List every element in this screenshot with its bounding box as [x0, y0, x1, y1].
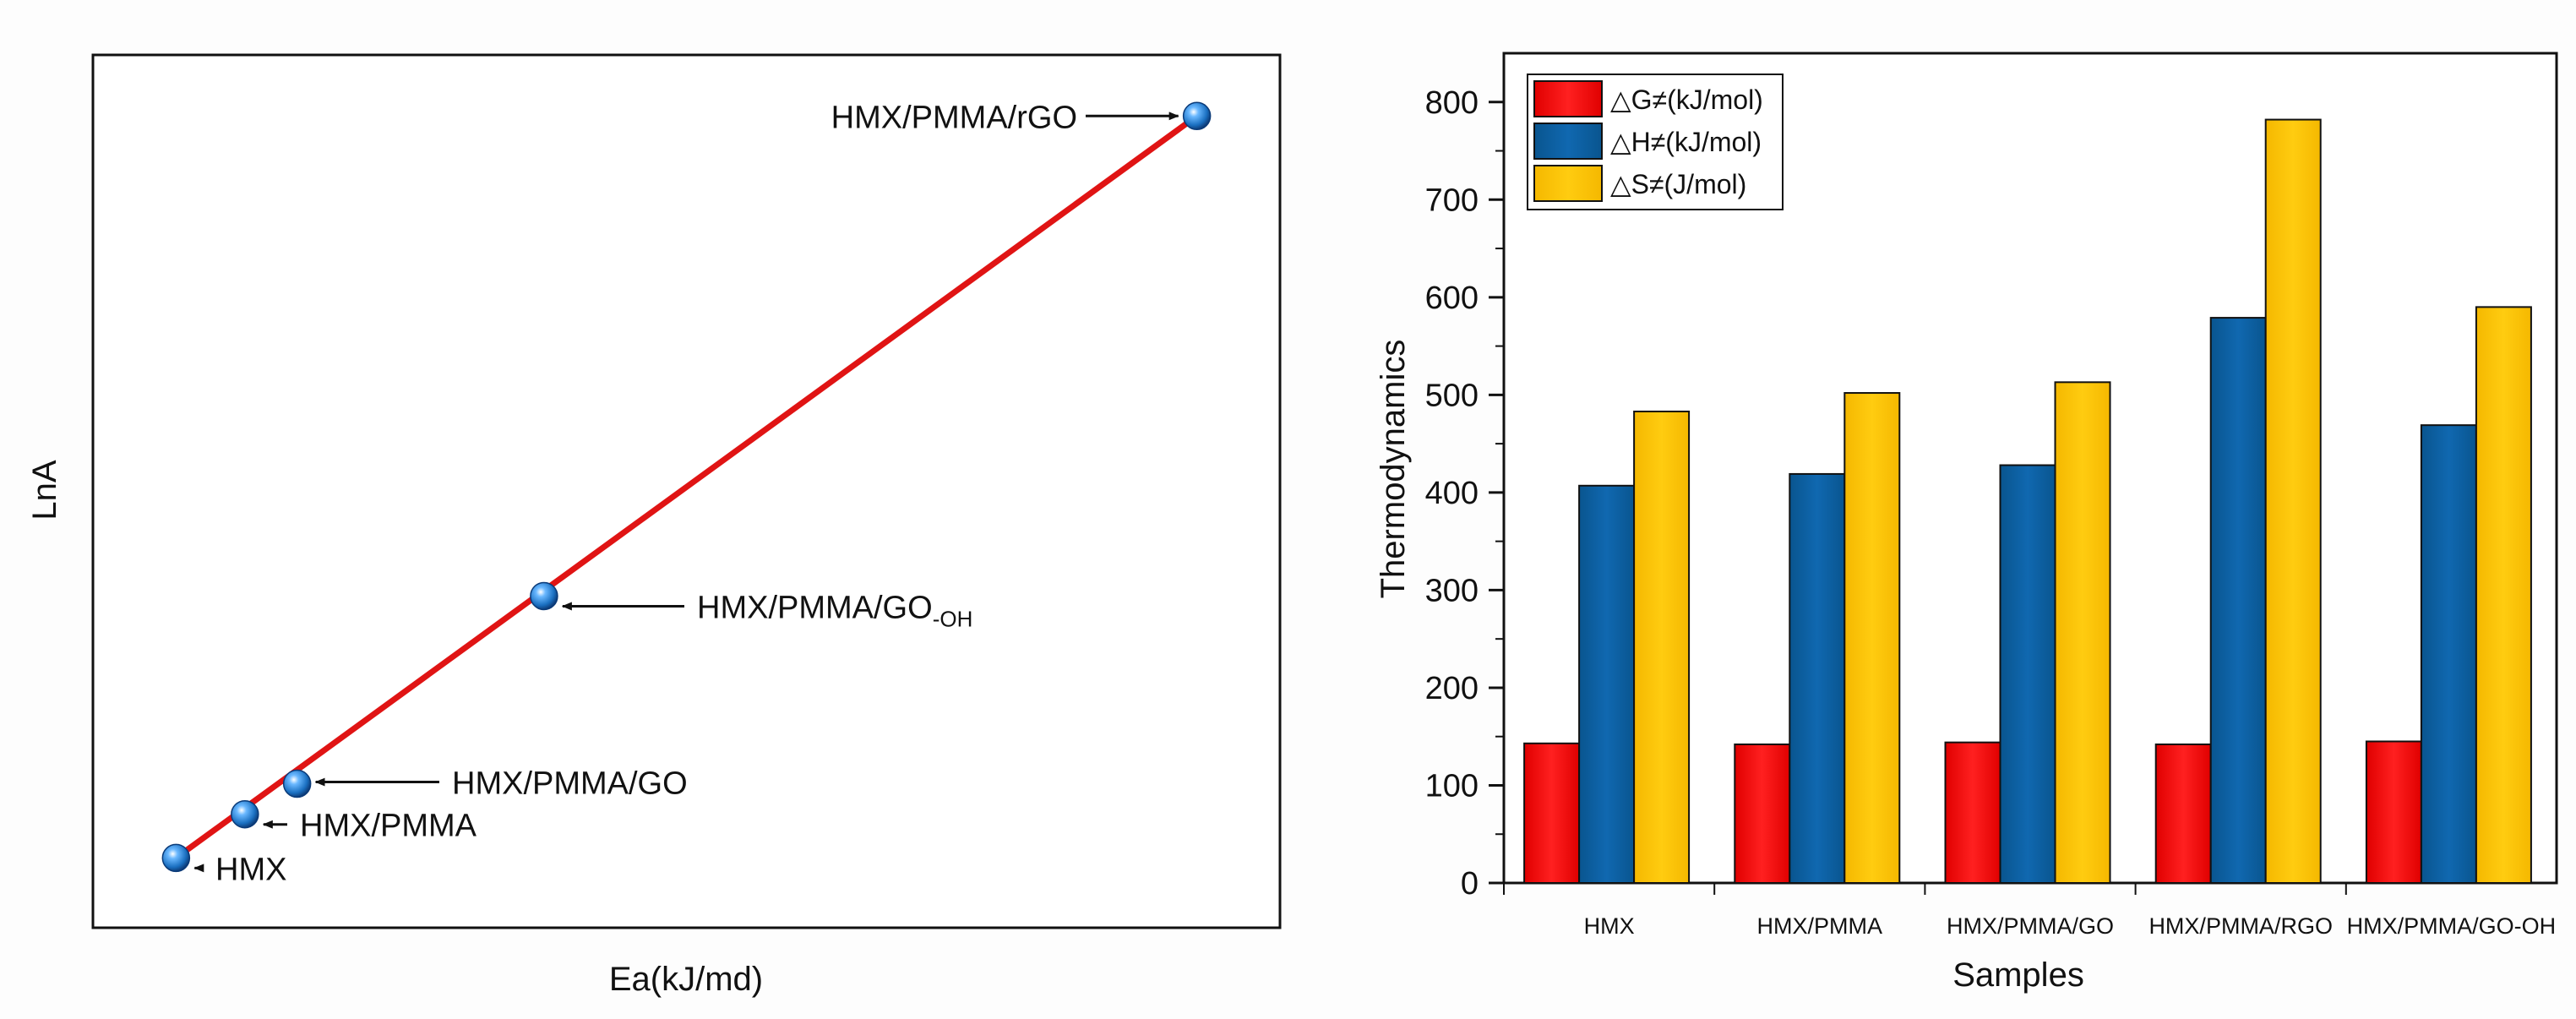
scatter-y-axis-label: LnA [26, 460, 63, 520]
point-label-hmx: HMX [215, 852, 286, 887]
y-tick-label: 100 [1425, 768, 1479, 804]
y-tick-label: 700 [1425, 183, 1479, 218]
bar-axes: 0 100 200 300 400 500 600 700 800 HMX HMX/PMMA HMX/… [1425, 85, 2557, 939]
point-label-hmx-pmma: HMX/PMMA [300, 809, 477, 844]
bar-hmx-s [1633, 410, 1691, 885]
scatter-x-axis-label: Ea(kJ/md) [609, 961, 763, 998]
bar-hmx-pmma-g [1734, 743, 1791, 884]
bar-hmx-pmma-rgo-s [2264, 118, 2322, 884]
bar-legend: △G≠(kJ/mol) △H≠(kJ/mol) △S≠(J/mol) [1527, 74, 1784, 210]
legend-label-g: △G≠(kJ/mol) [1610, 84, 1763, 115]
y-tick-label: 800 [1425, 85, 1479, 121]
bar-hmx-pmma-rgo-h [2209, 317, 2267, 884]
x-tick-label: HMX/PMMA/GO [1947, 913, 2114, 939]
bar-marks [1523, 118, 2532, 885]
scatter-marks: HMX HMX/PMMA HMX/PMMA/GO HMX/PMMA/GO-OH HMX/… [161, 100, 1212, 887]
x-tick-label: HMX/PMMA/GO-OH [2347, 913, 2557, 939]
x-tick-label: HMX/PMMA [1757, 913, 1883, 939]
data-point-hmx-pmma-go-oh [530, 581, 558, 611]
y-tick-label: 500 [1425, 378, 1479, 413]
legend-swatch-s [1533, 165, 1603, 202]
bar-hmx-pmma-go-oh-g [2365, 740, 2422, 885]
bar-hmx-g [1523, 742, 1581, 885]
bar-y-axis-label: Thermodynamics [1375, 340, 1412, 599]
legend-swatch-h [1533, 123, 1603, 160]
bar-hmx-pmma-go-s [2054, 381, 2111, 884]
x-tick-label: HMX/PMMA/RGO [2148, 913, 2333, 939]
legend-label-s: △S≠(J/mol) [1610, 169, 1746, 199]
data-point-hmx [161, 843, 191, 873]
bar-hmx-h [1578, 484, 1636, 884]
point-label-hmx-pmma-go: HMX/PMMA/GO [452, 766, 688, 802]
bar-hmx-pmma-h [1789, 472, 1846, 884]
fit-line [174, 113, 1199, 861]
legend-swatch-g [1533, 80, 1603, 117]
scatter-chart: HMX HMX/PMMA HMX/PMMA/GO HMX/PMMA/GO-OH HMX/… [26, 53, 1282, 998]
bar-x-axis-label: Samples [1952, 956, 2084, 994]
y-tick-label: 200 [1425, 671, 1479, 706]
bar-hmx-pmma-go-oh-h [2420, 424, 2477, 884]
bar-chart: 0 100 200 300 400 500 600 700 800 HMX HMX/PMMA HMX/… [1375, 52, 2558, 994]
legend-label-h: △H≠(kJ/mol) [1610, 127, 1762, 157]
point-label-hmx-pmma-rgo: HMX/PMMA/rGO [831, 100, 1077, 135]
x-tick-label: HMX [1584, 913, 1635, 939]
bar-hmx-pmma-go-h [1999, 464, 2056, 884]
y-tick-label: 0 [1461, 866, 1479, 902]
data-point-hmx-pmma-go [282, 769, 312, 798]
point-label-hmx-pmma-go-oh: HMX/PMMA/GO-OH [697, 590, 972, 631]
bar-hmx-pmma-go-oh-s [2475, 306, 2532, 884]
bar-hmx-pmma-rgo-g [2154, 743, 2212, 884]
bar-hmx-pmma-go-g [1944, 741, 2001, 884]
y-tick-label: 300 [1425, 573, 1479, 608]
bar-hmx-pmma-s [1844, 392, 1901, 884]
data-point-hmx-pmma-rgo [1182, 101, 1212, 131]
point-label-subscript: -OH [933, 606, 973, 631]
y-tick-label: 400 [1425, 476, 1479, 511]
y-tick-label: 600 [1425, 281, 1479, 316]
data-point-hmx-pmma [231, 799, 259, 829]
